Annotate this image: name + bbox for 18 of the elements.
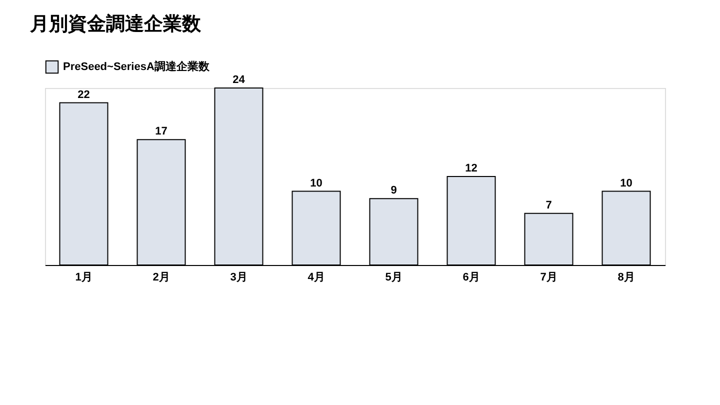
data-label: 22 xyxy=(78,88,90,101)
x-tick-label: 8月 xyxy=(618,272,635,284)
x-tick-label: 7月 xyxy=(540,272,558,284)
data-label: 12 xyxy=(465,162,478,174)
x-tick-label: 1月 xyxy=(75,272,92,284)
legend-label: PreSeed~SeriesA調達企業数 xyxy=(63,60,210,73)
chart-title: 月別資金調達企業数 xyxy=(29,13,202,35)
x-tick-label: 3月 xyxy=(230,272,248,284)
data-label: 7 xyxy=(546,199,552,212)
data-label: 10 xyxy=(310,177,322,190)
data-label: 9 xyxy=(390,184,397,197)
data-label: 10 xyxy=(620,177,632,190)
data-label: 17 xyxy=(155,126,168,138)
x-tick-label: 5月 xyxy=(385,272,402,284)
x-tick-label: 2月 xyxy=(152,272,170,284)
x-tick-label: 6月 xyxy=(462,272,480,284)
data-label: 24 xyxy=(232,74,246,86)
x-tick-label: 4月 xyxy=(308,272,325,284)
